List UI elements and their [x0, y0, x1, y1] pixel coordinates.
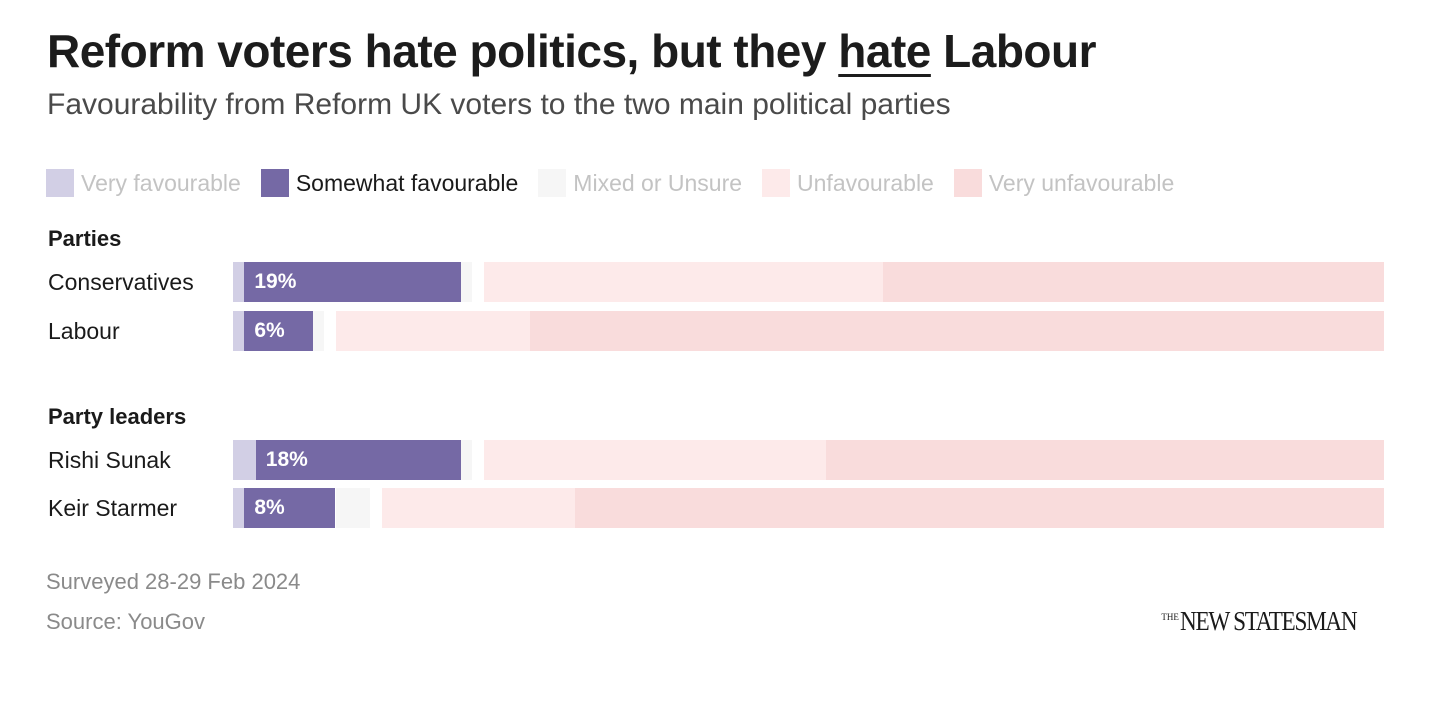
legend-swatch — [46, 169, 74, 197]
bar-segment-very-favourable — [233, 262, 245, 302]
row-label: Conservatives — [48, 269, 194, 295]
legend-item-somewhat-favourable: Somewhat favourable — [260, 169, 519, 197]
legend-swatch — [538, 169, 567, 197]
bar-row: 6% — [233, 311, 1384, 351]
new-statesman-logo: THE NEW STATESMAN — [1161, 604, 1385, 636]
logo-the-text: THE — [1161, 612, 1179, 622]
group-label: Parties — [48, 226, 122, 251]
title-text-before: Reform voters hate politics, but they — [47, 25, 839, 77]
legend-label: Unfavourable — [797, 169, 934, 196]
logo-main-text: NEW STATESMAN — [1179, 606, 1358, 636]
bar-segment-unfavourable — [484, 262, 883, 302]
legend-label: Very favourable — [81, 169, 241, 196]
bar-segment-somewhat-favourable — [244, 262, 461, 302]
bar-value-label: 18% — [265, 448, 308, 471]
bar-segment-mixed-or-unsure — [335, 488, 370, 528]
legend-swatch — [260, 169, 289, 197]
bar-segment-somewhat-favourable — [255, 440, 461, 480]
chart-legend: Very favourable Somewhat favourable Mixed … — [46, 168, 1194, 198]
bar-value-label: 6% — [254, 319, 285, 342]
bar-segment-mixed-or-unsure — [312, 311, 325, 351]
bar-segment-very-unfavourable — [529, 311, 1384, 351]
title-text-after: Labour — [930, 25, 1097, 77]
bar-segment-somewhat-favourable — [244, 311, 313, 351]
bar-segment-unfavourable — [381, 488, 576, 528]
bar-segment-very-favourable — [233, 311, 245, 351]
row-label: Rishi Sunak — [48, 447, 171, 473]
bar-row: 19% — [233, 262, 1384, 302]
legend-swatch — [762, 169, 791, 197]
group-label: Party leaders — [48, 404, 187, 429]
bar-row: 18% — [233, 440, 1384, 480]
row-label: Labour — [48, 318, 120, 344]
source-note: Source: YouGov — [46, 609, 206, 634]
chart-title: Reform voters hate politics, but they ha… — [47, 24, 1097, 78]
legend-swatch — [953, 169, 982, 197]
bar-row: 8% — [233, 488, 1384, 528]
chart-subtitle: Favourability from Reform UK voters to t… — [47, 88, 951, 121]
bar-segment-mixed-or-unsure — [460, 440, 473, 480]
bar-segment-very-unfavourable — [575, 488, 1384, 528]
bar-segment-very-favourable — [233, 488, 245, 528]
title-emphasis: hate — [838, 25, 931, 77]
legend-label: Mixed or Unsure — [573, 169, 743, 196]
bar-segment-very-favourable — [233, 440, 256, 480]
legend-label: Very unfavourable — [988, 169, 1175, 196]
survey-dates: Surveyed 28-29 Feb 2024 — [46, 569, 301, 594]
bar-segment-somewhat-favourable — [244, 488, 336, 528]
bar-segment-unfavourable — [336, 311, 530, 351]
bar-segment-very-unfavourable — [825, 440, 1384, 480]
legend-item-unfavourable: Unfavourable — [762, 169, 934, 197]
legend-label: Somewhat favourable — [295, 169, 519, 196]
legend-item-very-favourable: Very favourable — [46, 169, 241, 197]
bar-value-label: 19% — [254, 270, 297, 293]
legend-item-very-unfavourable: Very unfavourable — [953, 169, 1175, 197]
legend-item-mixed-or-unsure: Mixed or Unsure — [538, 169, 742, 197]
bar-segment-unfavourable — [484, 440, 826, 480]
bar-segment-mixed-or-unsure — [460, 262, 473, 302]
bar-value-label: 8% — [254, 496, 285, 519]
bar-segment-very-unfavourable — [882, 262, 1384, 302]
row-label: Keir Starmer — [48, 495, 178, 521]
